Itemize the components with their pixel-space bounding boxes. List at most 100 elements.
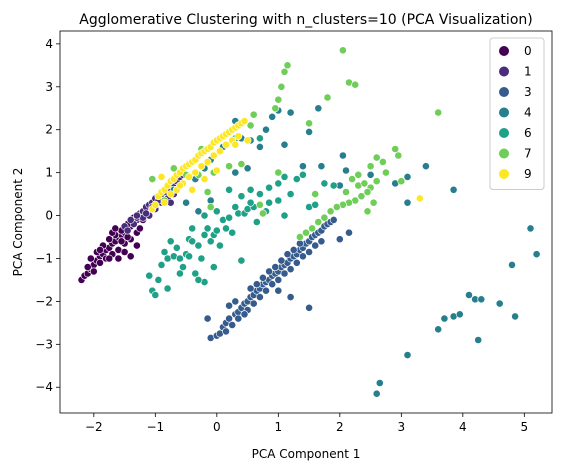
data-point-cluster-6 <box>298 170 307 179</box>
data-point-cluster-3 <box>335 235 344 244</box>
legend-marker <box>499 66 509 77</box>
data-point-cluster-3 <box>240 310 249 319</box>
data-point-cluster-4 <box>314 104 323 113</box>
data-point-cluster-6 <box>145 271 154 280</box>
data-point-cluster-7 <box>326 207 335 216</box>
data-point-cluster-7 <box>169 164 178 173</box>
data-point-cluster-9 <box>240 117 249 125</box>
y-tick-label: −1 <box>35 251 53 265</box>
legend-label: 0 <box>524 44 532 58</box>
data-point-cluster-6 <box>215 241 224 250</box>
chart-title: Agglomerative Clustering with n_clusters… <box>79 12 532 28</box>
data-point-cluster-3 <box>283 250 292 259</box>
data-point-cluster-9 <box>185 172 193 181</box>
legend-box <box>489 37 545 190</box>
data-point-cluster-3 <box>234 314 243 323</box>
data-point-cluster-7 <box>372 153 381 162</box>
data-point-cluster-6 <box>209 263 218 271</box>
data-point-cluster-3 <box>231 297 240 306</box>
legend-label: 1 <box>524 65 532 79</box>
data-point-cluster-4 <box>474 336 483 344</box>
data-point-cluster-7 <box>274 168 283 177</box>
data-point-cluster-7 <box>283 61 292 70</box>
data-point-cluster-0 <box>117 237 126 246</box>
data-point-cluster-7 <box>391 145 400 153</box>
data-point-cluster-7 <box>280 67 289 76</box>
data-point-cluster-6 <box>197 254 206 263</box>
data-point-cluster-4 <box>268 112 277 121</box>
data-point-cluster-6 <box>157 260 166 269</box>
data-point-cluster-3 <box>265 267 273 276</box>
x-tick-label: −2 <box>85 420 103 434</box>
data-point-cluster-7 <box>372 177 381 186</box>
x-axis: −2 −1 0 1 2 3 4 5 <box>85 413 528 434</box>
data-point-cluster-6 <box>246 185 255 194</box>
data-point-cluster-4 <box>477 295 486 304</box>
y-tick-label: −4 <box>35 380 53 394</box>
data-point-cluster-9 <box>151 200 160 209</box>
data-point-cluster-3 <box>311 241 320 250</box>
data-point-cluster-6 <box>329 181 338 190</box>
data-point-cluster-3 <box>280 269 289 278</box>
data-point-cluster-3 <box>298 252 307 261</box>
data-point-cluster-9 <box>234 132 243 141</box>
data-point-cluster-4 <box>449 185 458 194</box>
data-point-cluster-3 <box>203 314 212 323</box>
x-tick-label: −1 <box>146 420 164 434</box>
data-point-cluster-4 <box>338 151 347 160</box>
data-point-cluster-0 <box>126 252 135 261</box>
data-point-cluster-6 <box>274 196 283 205</box>
data-point-cluster-0 <box>89 267 98 276</box>
data-point-cluster-9 <box>231 140 240 149</box>
data-point-cluster-9 <box>166 190 175 198</box>
x-tick-label: 3 <box>398 420 406 434</box>
data-point-cluster-6 <box>320 179 329 188</box>
data-point-cluster-6 <box>151 291 160 299</box>
data-point-cluster-6 <box>175 269 184 278</box>
legend-marker <box>499 107 509 118</box>
data-point-cluster-7 <box>255 200 264 209</box>
data-point-cluster-3 <box>277 256 286 265</box>
data-point-cluster-3 <box>329 215 338 224</box>
data-point-cluster-6 <box>265 183 273 192</box>
y-tick-label: −3 <box>35 337 53 351</box>
data-point-cluster-6 <box>154 275 163 284</box>
data-point-cluster-6 <box>200 230 209 239</box>
data-point-cluster-9 <box>243 136 252 145</box>
data-point-cluster-7 <box>277 82 286 91</box>
data-point-cluster-7 <box>381 168 390 177</box>
data-point-cluster-4 <box>305 127 313 136</box>
data-point-cluster-9 <box>203 157 212 166</box>
data-point-cluster-4 <box>434 325 443 334</box>
legend-marker <box>499 87 509 97</box>
data-point-cluster-6 <box>286 190 295 198</box>
data-point-cluster-7 <box>397 177 406 186</box>
data-point-cluster-6 <box>188 224 197 233</box>
data-point-cluster-4 <box>286 108 295 117</box>
data-point-cluster-6 <box>252 218 261 226</box>
data-point-cluster-6 <box>175 254 184 263</box>
data-point-cluster-7 <box>342 188 350 196</box>
data-point-cluster-9 <box>415 194 424 203</box>
data-point-cluster-6 <box>228 228 237 237</box>
data-point-cluster-7 <box>249 110 258 119</box>
y-tick-label: 0 <box>45 209 53 223</box>
data-point-cluster-4 <box>231 168 240 177</box>
data-point-cluster-7 <box>363 188 372 196</box>
data-point-cluster-9 <box>191 168 200 177</box>
data-point-cluster-9 <box>209 151 218 160</box>
y-tick-label: 2 <box>45 123 53 137</box>
y-tick-label: 3 <box>45 80 53 94</box>
data-point-cluster-3 <box>286 293 295 301</box>
data-point-cluster-4 <box>243 164 252 173</box>
data-point-cluster-0 <box>120 248 129 256</box>
data-point-cluster-3 <box>225 314 233 323</box>
data-point-cluster-0 <box>96 258 104 267</box>
data-point-cluster-7 <box>314 218 323 226</box>
data-point-cluster-1 <box>132 211 141 220</box>
data-point-cluster-4 <box>455 310 464 319</box>
data-point-cluster-9 <box>188 185 197 194</box>
data-point-cluster-9 <box>200 175 209 183</box>
data-point-cluster-4 <box>508 260 516 269</box>
data-point-cluster-4 <box>372 389 381 398</box>
